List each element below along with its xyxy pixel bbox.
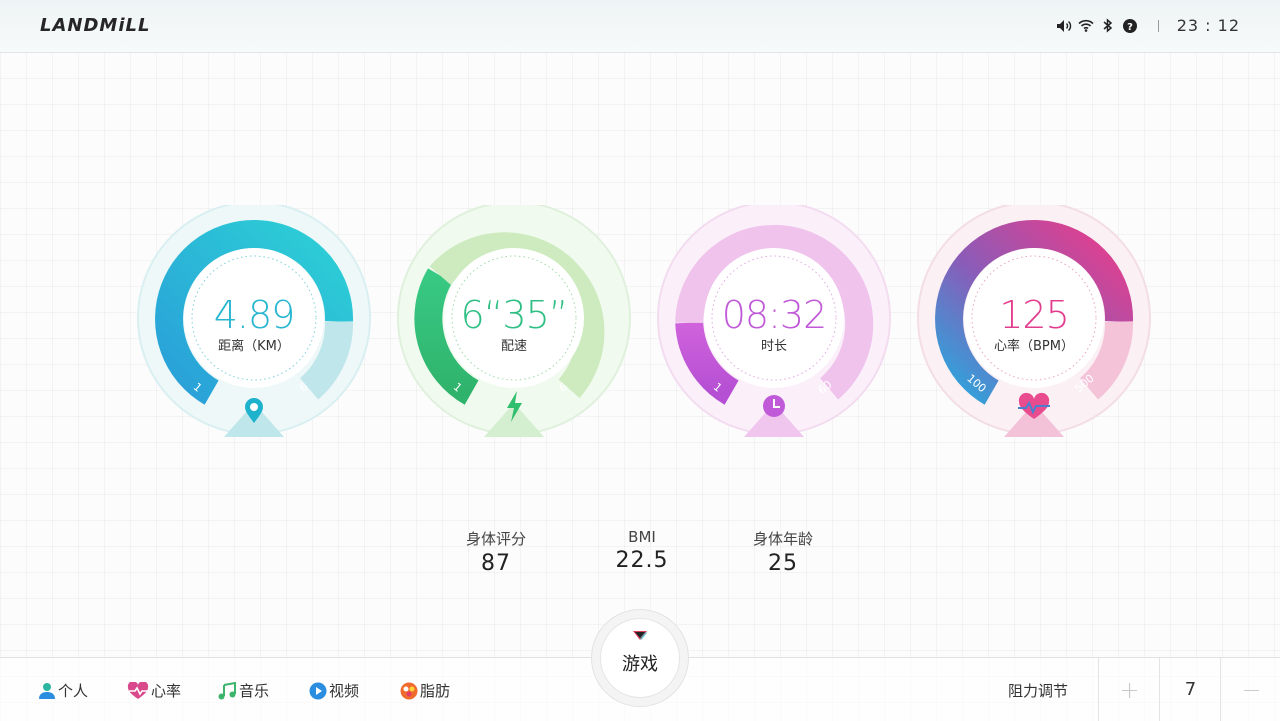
- nav-video-label: 视频: [329, 682, 360, 700]
- duration-gauge-graphic: [657, 205, 891, 437]
- body-age-value: 25: [768, 551, 798, 576]
- person-icon: [39, 682, 55, 699]
- game-button[interactable]: 游戏: [592, 610, 688, 706]
- body-age-title: 身体年龄: [752, 530, 813, 548]
- duration-gauge: 1 60 08:32 时长: [654, 205, 894, 445]
- music-icon: [218, 681, 236, 699]
- nav-personal[interactable]: 个人: [38, 680, 88, 701]
- body-score: 身体评分 87: [436, 528, 556, 576]
- app-logo: LANDMiLL: [40, 15, 151, 36]
- heartrate-value: 125: [999, 293, 1070, 337]
- resistance-minus-button[interactable]: −: [1220, 658, 1280, 721]
- body-age: 身体年龄 25: [723, 528, 843, 576]
- fat-icon: [400, 682, 418, 699]
- heart-pulse-icon: [1018, 392, 1050, 419]
- resistance-plus-button[interactable]: +: [1098, 658, 1160, 721]
- heartrate-gauge-graphic: [917, 205, 1151, 437]
- bluetooth-icon[interactable]: [1100, 18, 1116, 34]
- nav-video[interactable]: 视频: [309, 680, 359, 701]
- nav-music-label: 音乐: [239, 682, 270, 700]
- resistance-label: 阻力调节: [1008, 682, 1069, 700]
- location-pin-icon: [245, 398, 263, 423]
- game-label: 游戏: [622, 654, 658, 675]
- resistance-value: 7: [1159, 658, 1221, 721]
- body-score-value: 87: [481, 551, 511, 576]
- pace-gauge-graphic: [397, 205, 631, 437]
- pace-label: 配速: [500, 339, 527, 354]
- duration-label: 时长: [760, 339, 787, 354]
- heartrate-label: 心率（BPM）: [994, 339, 1074, 354]
- bmi: BMI 22.5: [582, 528, 702, 573]
- svg-text:?: ?: [1127, 22, 1133, 33]
- nav-music[interactable]: 音乐: [217, 680, 269, 701]
- body-score-title: 身体评分: [465, 530, 526, 548]
- nav-heartrate-label: 心率: [151, 682, 182, 700]
- play-icon: [309, 682, 327, 699]
- distance-gauge: 1 6 4.89 距离（KM）: [134, 205, 374, 445]
- pace-gauge: 1 6 6“35” 配速: [394, 205, 634, 445]
- lightning-icon: [507, 391, 522, 422]
- distance-gauge-graphic: [137, 205, 371, 437]
- help-icon[interactable]: ?: [1122, 18, 1138, 34]
- heart-icon: [127, 681, 149, 699]
- dropdown-triangle-icon: [633, 631, 648, 640]
- bmi-value: 22.5: [615, 548, 669, 573]
- clock-time: 23 : 12: [1176, 16, 1240, 35]
- nav-fat-label: 脂肪: [420, 682, 451, 700]
- pace-value: 6“35”: [460, 293, 569, 337]
- clock-icon: [763, 395, 785, 417]
- status-area: ? 23 : 12: [1056, 16, 1240, 35]
- bmi-title: BMI: [628, 528, 656, 546]
- status-divider: [1157, 19, 1159, 32]
- heartrate-gauge: 100 500 125 心率（BPM）: [914, 205, 1154, 445]
- nav-fat[interactable]: 脂肪: [400, 680, 450, 701]
- top-bar: LANDMiLL ? 23 : 12: [0, 0, 1280, 53]
- volume-icon[interactable]: [1056, 18, 1072, 34]
- distance-label: 距离（KM）: [218, 339, 290, 354]
- nav-personal-label: 个人: [58, 682, 89, 700]
- distance-value: 4.89: [213, 293, 296, 337]
- nav-heartrate[interactable]: 心率: [127, 680, 181, 701]
- wifi-icon[interactable]: [1078, 18, 1094, 34]
- duration-value: 08:32: [721, 293, 828, 337]
